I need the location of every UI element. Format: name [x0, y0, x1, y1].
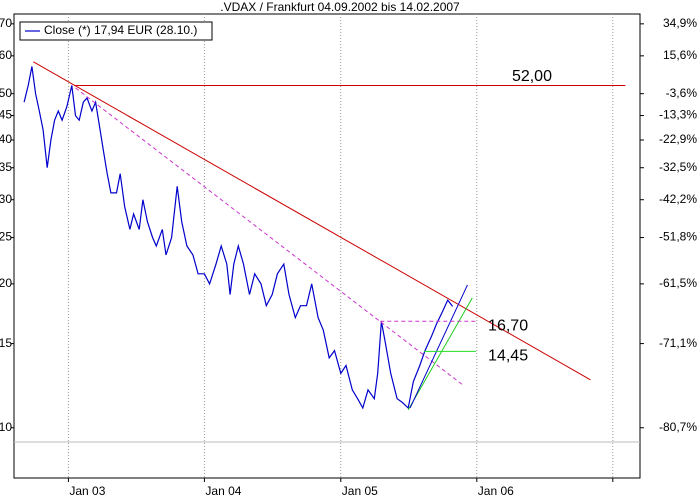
price-line	[23, 66, 454, 410]
y2-tick-label: -61,5%	[659, 276, 697, 290]
y2-tick-label: -42,2%	[659, 192, 697, 206]
y2-tick-label: -80,7%	[659, 420, 697, 434]
y2-tick-label: -51,8%	[659, 230, 697, 244]
y-tick-label: 50	[0, 86, 12, 100]
trend-line	[409, 284, 468, 409]
plot-area	[13, 13, 641, 479]
y2-tick-label: -13,3%	[659, 108, 697, 122]
level-label: 52,00	[512, 68, 552, 85]
y-tick-label: 35	[0, 160, 12, 174]
legend-box	[19, 21, 213, 41]
x-tick-label: Jan 06	[478, 484, 514, 498]
y2-tick-label: -22,9%	[659, 132, 697, 146]
trend-line	[33, 61, 591, 381]
y2-tick-label: 15,6%	[663, 48, 697, 62]
x-tick-label: Jan 05	[342, 484, 378, 498]
trend-line	[407, 297, 473, 411]
y2-tick-label: -3,6%	[666, 86, 698, 100]
y2-tick-label: -71,1%	[659, 336, 697, 350]
y-tick-label: 25	[0, 230, 12, 244]
x-tick-label: Jan 03	[69, 484, 105, 498]
y-tick-label: 10	[0, 420, 12, 434]
y2-tick-label: -32,5%	[659, 160, 697, 174]
chart-title: .VDAX / Frankfurt 04.09.2002 bis 14.02.2…	[220, 0, 460, 14]
y-tick-label: 40	[0, 132, 12, 146]
y-tick-label: 20	[0, 276, 12, 290]
trend-line	[75, 87, 463, 386]
y-tick-label: 15	[0, 336, 12, 350]
level-label: 14,45	[488, 348, 528, 365]
legend-label: Close (*) 17,94 EUR (28.10.)	[44, 23, 197, 37]
y-tick-label: 60	[0, 48, 12, 62]
x-tick-label: Jan 04	[205, 484, 241, 498]
y-tick-label: 30	[0, 192, 12, 206]
y-tick-label: 45	[0, 108, 12, 122]
y2-tick-label: 34,9%	[663, 16, 697, 30]
y-tick-label: 70	[0, 16, 12, 30]
level-label: 16,70	[488, 318, 528, 335]
